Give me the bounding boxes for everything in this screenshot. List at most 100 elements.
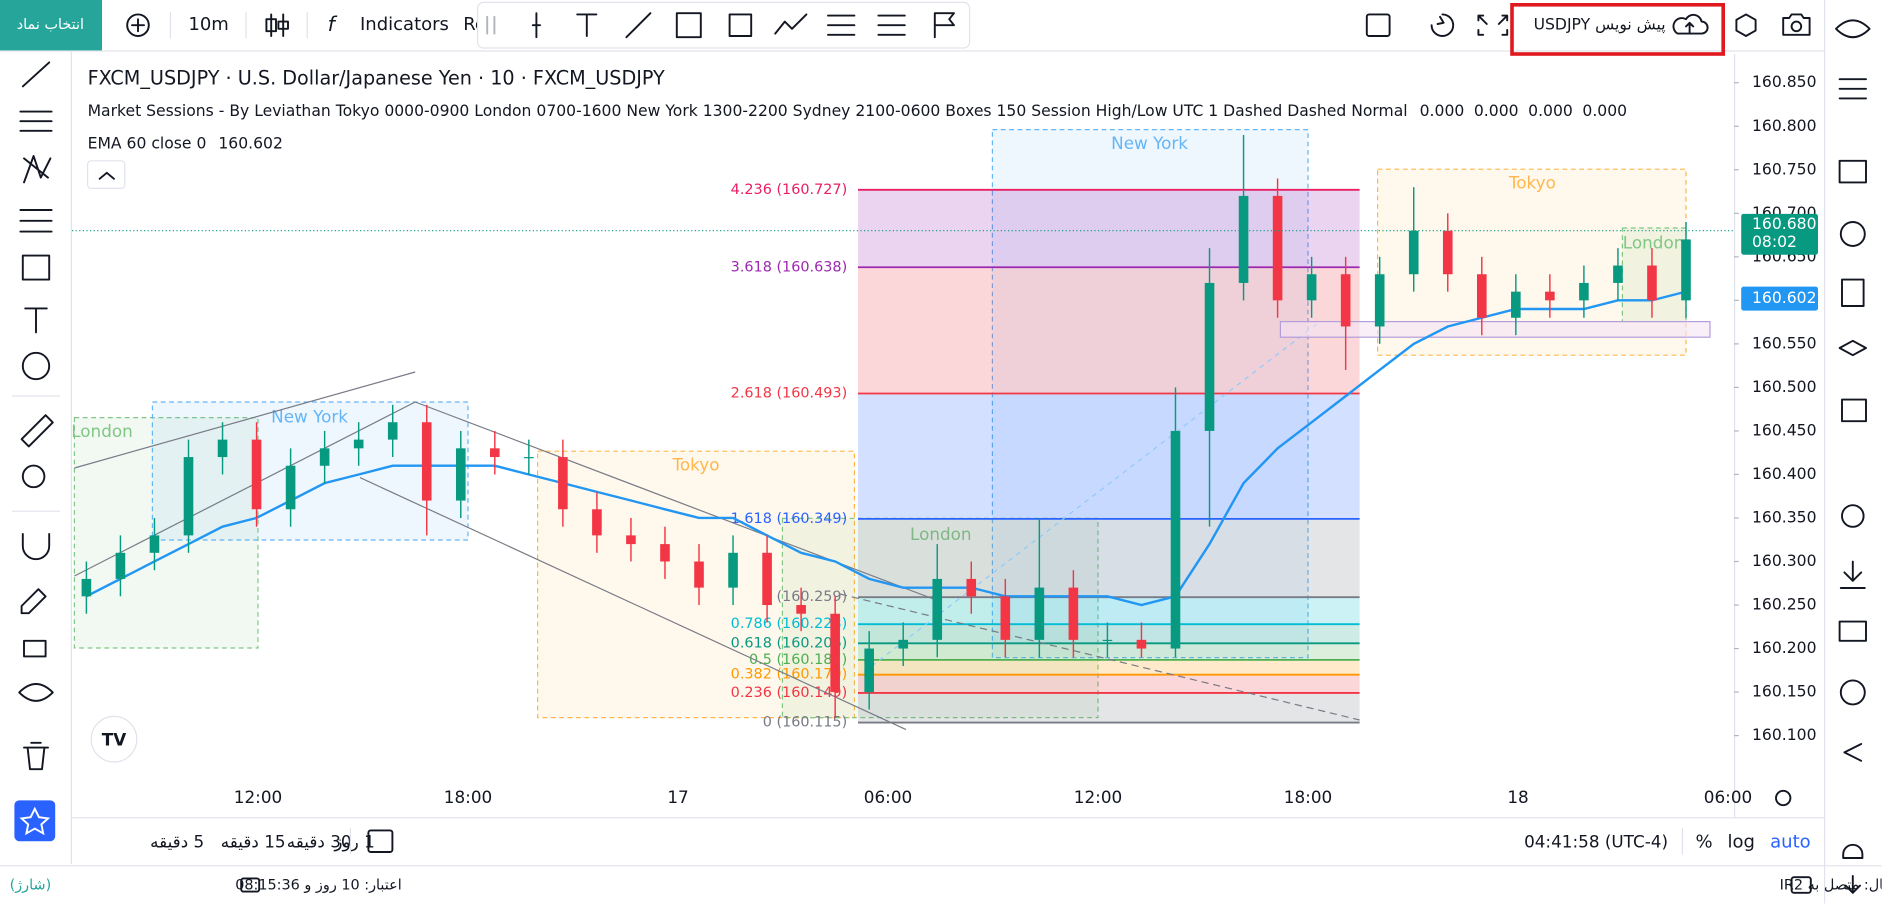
- log-toggle[interactable]: log: [1727, 831, 1754, 852]
- news-icon[interactable]: [1841, 398, 1867, 423]
- tool-channel[interactable]: [19, 110, 53, 132]
- interval[interactable]: 10m: [188, 14, 228, 35]
- range-button[interactable]: 1 روز: [333, 831, 374, 851]
- layers-icon[interactable]: [1838, 339, 1867, 357]
- collapse-legend[interactable]: [87, 160, 126, 190]
- candle-body: [1442, 230, 1453, 275]
- y-tick-label: 160.450: [1752, 421, 1816, 439]
- price-badge-label: 160.680: [1752, 215, 1816, 233]
- goto-date[interactable]: [367, 829, 394, 853]
- tool-zoom[interactable]: [21, 464, 46, 489]
- candle-body: [660, 544, 670, 562]
- x-tick-label: 12:00: [1074, 787, 1122, 807]
- tool-fib[interactable]: [827, 14, 856, 36]
- tool-pitch[interactable]: [877, 14, 906, 36]
- tool-rect[interactable]: [728, 13, 753, 37]
- tool-hide[interactable]: [18, 683, 54, 702]
- tool-draw-mode[interactable]: [20, 588, 47, 615]
- drawing-toolbar: [477, 1, 971, 49]
- card-icon[interactable]: [1838, 620, 1867, 642]
- fib-zone: [858, 643, 1360, 660]
- range-button[interactable]: 5 دقیقه: [150, 831, 204, 851]
- fib-zone: [858, 674, 1360, 693]
- download-icon[interactable]: [1839, 560, 1866, 589]
- tool-fib[interactable]: [19, 209, 53, 233]
- legend-value: 0.000: [1582, 102, 1627, 120]
- fib-label: 1 (160.259): [763, 589, 847, 605]
- ema-line: [85, 290, 1687, 607]
- candle-body: [1647, 265, 1657, 301]
- session-label: London: [1623, 233, 1685, 253]
- drag-handle[interactable]: [486, 15, 496, 35]
- range-box: [1279, 321, 1711, 338]
- y-tick-label: 160.750: [1752, 160, 1816, 178]
- auto-toggle[interactable]: auto: [1770, 831, 1811, 852]
- y-tick-label: 160.250: [1752, 596, 1816, 614]
- tool-text[interactable]: [576, 13, 598, 37]
- tool-lock[interactable]: [23, 639, 47, 658]
- candle-body: [455, 448, 466, 501]
- tool-emoji[interactable]: [21, 351, 51, 381]
- notes-icon[interactable]: [1841, 278, 1865, 307]
- candle-body: [796, 605, 806, 614]
- settings-icon[interactable]: [1735, 13, 1757, 37]
- tool-line[interactable]: [625, 12, 652, 39]
- favorites-button[interactable]: [14, 800, 56, 842]
- layout-icon[interactable]: [1365, 13, 1391, 37]
- fib-zone: [858, 189, 1360, 268]
- session-box: [73, 417, 259, 649]
- symbol-button-label[interactable]: انتخاب نماد: [17, 17, 84, 33]
- candle-body: [592, 509, 602, 536]
- range-button[interactable]: 15 دقیقه: [221, 831, 286, 851]
- tool-shape[interactable]: [21, 254, 51, 281]
- add-symbol-icon[interactable]: [126, 13, 150, 37]
- chart-type-icon[interactable]: [265, 13, 289, 37]
- candle-body: [1613, 265, 1623, 283]
- tool-measure[interactable]: [675, 12, 702, 39]
- fib-label: 2.618 (160.493): [731, 385, 848, 401]
- tool-path[interactable]: [774, 13, 808, 35]
- fullscreen-icon[interactable]: [1477, 14, 1509, 36]
- menu-icon[interactable]: [1838, 78, 1867, 100]
- symbol-button[interactable]: [0, 0, 103, 51]
- save-icon[interactable]: [1672, 13, 1709, 35]
- x-tick-label: 18: [1507, 787, 1528, 807]
- tool-flag[interactable]: [933, 12, 955, 39]
- watch-icon[interactable]: [1835, 19, 1871, 39]
- percent-toggle[interactable]: %: [1695, 831, 1712, 852]
- tool-ruler[interactable]: [20, 414, 54, 448]
- alert-icon[interactable]: [1430, 13, 1455, 37]
- scroll-icon[interactable]: [1844, 875, 1861, 894]
- tool-text[interactable]: [24, 307, 48, 334]
- trend-line: [74, 371, 416, 469]
- tv-logo-text: TV: [102, 729, 126, 749]
- legend-value: 0.000: [1420, 102, 1465, 120]
- range-button[interactable]: 30 دقیقه: [287, 831, 352, 851]
- candle-body: [728, 552, 738, 588]
- x-tick-label: 17: [667, 787, 688, 807]
- tool-magnet[interactable]: [21, 533, 51, 561]
- axis-settings[interactable]: [1775, 789, 1792, 807]
- tool-cross[interactable]: [531, 12, 541, 39]
- tool-delete[interactable]: [23, 741, 49, 771]
- alarm-icon[interactable]: [1839, 221, 1866, 247]
- layout-name[interactable]: USDJPY پیش نویس: [1534, 16, 1666, 35]
- indicators-icon[interactable]: f: [328, 12, 338, 36]
- profile-icon[interactable]: [1839, 679, 1866, 706]
- indicators-button[interactable]: Indicators: [360, 14, 449, 35]
- monitor-icon[interactable]: [1838, 159, 1867, 184]
- session-label: Tokyo: [1508, 173, 1556, 193]
- fib-zone: [858, 692, 1360, 723]
- session-label: Tokyo: [671, 455, 719, 475]
- bell-icon[interactable]: [1842, 843, 1864, 859]
- share-icon[interactable]: [1843, 743, 1863, 762]
- candle-body: [524, 457, 534, 459]
- snapshot-icon[interactable]: [1782, 13, 1811, 36]
- settings-icon[interactable]: [1841, 504, 1865, 528]
- tool-trend[interactable]: [21, 61, 51, 88]
- tool-pattern[interactable]: [23, 155, 52, 184]
- candle-body: [1340, 274, 1351, 327]
- tv-logo[interactable]: [90, 715, 138, 763]
